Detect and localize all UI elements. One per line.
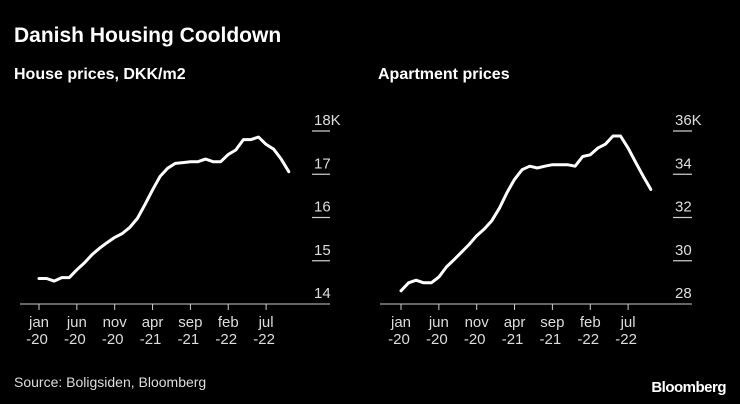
x-tick-label: -20 [64,331,86,348]
x-tick-label: apr [504,314,526,331]
x-tick-label: jan [28,314,49,331]
x-tick-label: -21 [178,331,200,348]
source-note: Source: Boligsiden, Bloomberg [14,374,207,390]
x-tick-label: -21 [502,331,524,348]
x-tick-label: sep [178,314,202,331]
series-line [37,135,291,283]
y-tick-label: 14 [314,285,331,302]
x-tick-label: feb [218,314,239,331]
y-tick-label: 16 [314,199,331,216]
y-tick-label: 30 [675,242,692,259]
chart-title: Danish Housing Cooldown [14,24,282,47]
x-tick-label: -22 [215,331,237,348]
y-tick-label: 34 [675,155,692,172]
x-tick-label: feb [580,314,601,331]
apartment-chart-title: Apartment prices [378,66,510,83]
x-tick-label: -21 [140,331,162,348]
x-tick-label: -22 [577,331,599,348]
y-tick-label: 32 [675,199,692,216]
x-tick-label: -22 [615,331,637,348]
x-tick-label: apr [142,314,164,331]
bloomberg-logo: Bloomberg [651,379,726,396]
y-tick-label: 28 [675,285,692,302]
x-tick-label: sep [540,314,564,331]
x-tick-label: jan [390,314,411,331]
y-tick-label: 36K [675,112,702,129]
series-line [399,134,653,293]
y-tick-label: 18K [314,112,341,129]
x-tick-label: jul [258,314,274,331]
x-tick-label: -21 [540,331,562,348]
house-chart-title: House prices, DKK/m2 [14,66,186,83]
x-tick-label: -20 [464,331,486,348]
x-tick-label: -20 [426,331,448,348]
y-tick-label: 15 [314,242,331,259]
x-tick-label: nov [465,314,490,331]
x-tick-label: jun [428,314,449,331]
x-tick-label: -20 [102,331,124,348]
x-tick-label: -20 [388,331,410,348]
x-tick-label: -22 [253,331,275,348]
x-tick-label: -20 [26,331,48,348]
x-tick-label: jun [66,314,87,331]
x-tick-label: nov [103,314,128,331]
x-tick-label: jul [620,314,636,331]
y-tick-label: 17 [314,155,331,172]
